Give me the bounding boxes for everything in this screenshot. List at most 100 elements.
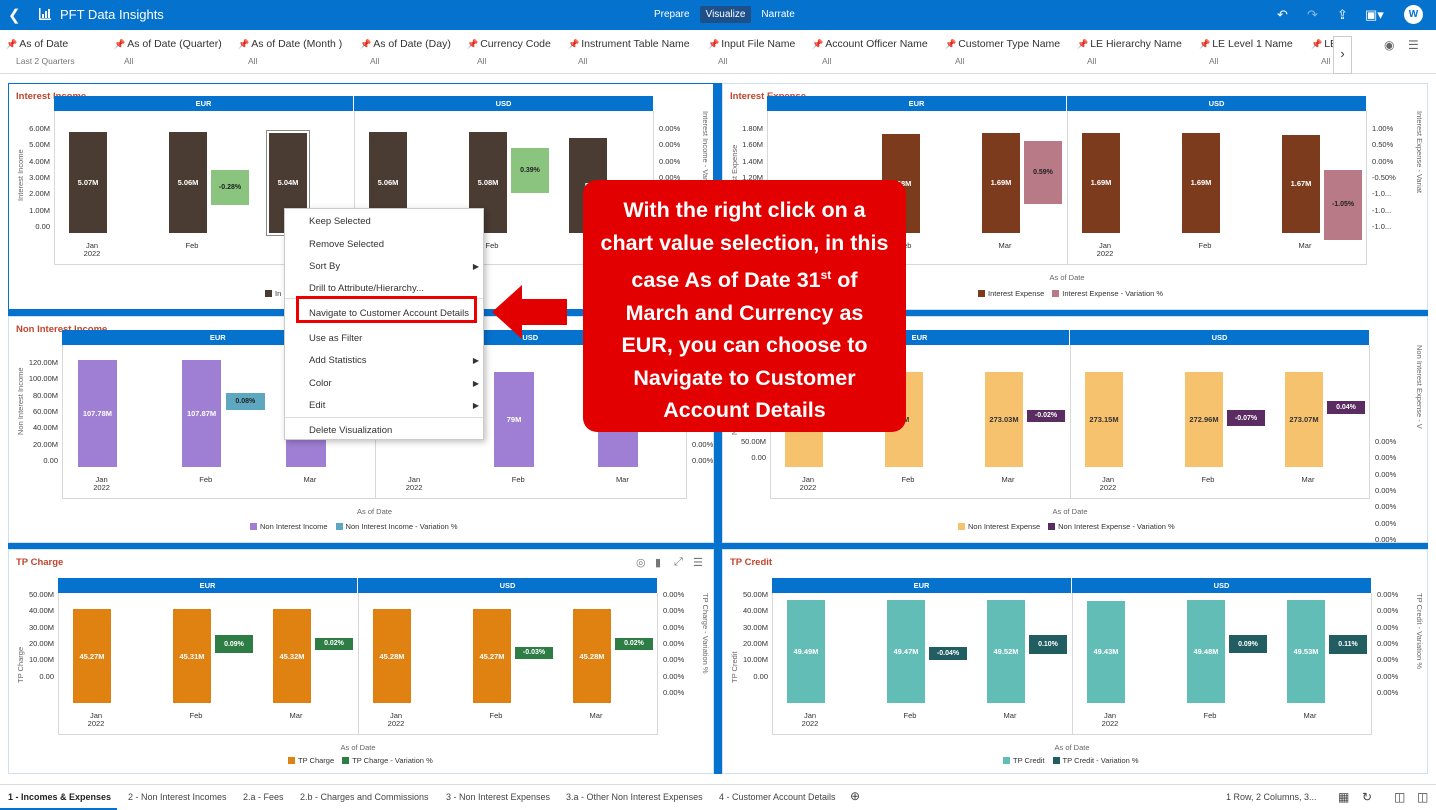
chevron-right-icon[interactable]: › — [1333, 36, 1352, 74]
filter-settings-icon[interactable]: ◉ — [1384, 38, 1395, 52]
export-icon[interactable]: ⇪ — [1337, 7, 1348, 22]
user-avatar[interactable]: W — [1404, 5, 1423, 24]
panel-icon[interactable]: ◫ — [1394, 790, 1406, 804]
x-tick-label: Jan — [1098, 241, 1112, 250]
variation-bar-tpcharge[interactable]: 0.02% — [315, 637, 353, 650]
add-tab-icon[interactable]: ⊕ — [850, 789, 861, 803]
menu-item-delete-visualization[interactable]: Delete Visualization — [309, 425, 393, 436]
bar-tpcredit[interactable]: 49.49M — [787, 600, 825, 703]
bar-tpcharge[interactable]: 45.27M — [473, 609, 511, 703]
y2-tick-label: 0.00% — [663, 638, 685, 648]
variation-bar-tpcharge[interactable]: 0.09% — [215, 635, 253, 654]
filter-0[interactable]: 📌 As of Date Last 2 Quarters — [6, 38, 75, 66]
bar-tpcharge[interactable]: 45.32M — [273, 609, 311, 703]
tab-incomes-expenses[interactable]: 1 - Incomes & Expenses — [0, 792, 118, 810]
panel-right-icon[interactable]: ◫ — [1417, 790, 1429, 804]
variation-bar-nonexpense[interactable]: -0.02% — [1027, 410, 1065, 422]
tab-fees[interactable]: 2.a - Fees — [243, 792, 284, 802]
tab-other-non-interest-expenses[interactable]: 3.a - Other Non Interest Expenses — [566, 792, 703, 802]
menu-icon[interactable]: ☰ — [1408, 38, 1419, 52]
variation-bar-tpcharge[interactable]: -0.03% — [515, 646, 553, 660]
variation-bar-tpcredit[interactable]: -0.04% — [929, 646, 967, 661]
viz-expand-icon[interactable]: ⤢ — [674, 556, 683, 568]
variation-bar-nonexpense[interactable]: -0.07% — [1227, 410, 1265, 427]
bar-tpcharge[interactable]: 45.31M — [173, 609, 211, 703]
mode-prepare[interactable]: Prepare — [654, 9, 690, 20]
bar-nonexpense[interactable]: 273.15M — [1085, 371, 1123, 467]
bar-tpcredit[interactable]: 49.47M — [887, 600, 925, 703]
menu-item-add-statistics[interactable]: Add Statistics — [309, 355, 367, 366]
variation-bar-tpcredit[interactable]: 0.11% — [1329, 634, 1367, 655]
bar-nonincome[interactable]: 107.78M — [77, 359, 118, 467]
bar-nonincome[interactable]: 79M — [494, 371, 534, 467]
x-tick-label: Jan — [408, 475, 421, 484]
filter-4[interactable]: 📌 Currency Code All — [467, 38, 551, 66]
viz-target-icon[interactable]: ◎ — [636, 557, 646, 569]
tab-non-interest-expenses[interactable]: 3 - Non Interest Expenses — [446, 792, 551, 802]
bar-nonexpense[interactable]: 272.96M — [1185, 371, 1223, 467]
filter-1[interactable]: 📌 As of Date (Quarter) All — [114, 38, 222, 66]
filter-3[interactable]: 📌 As of Date (Day) All — [360, 38, 451, 66]
filter-6[interactable]: 📌 Input File Name All — [708, 38, 795, 66]
menu-item-use-as-filter[interactable]: Use as Filter — [309, 333, 363, 344]
menu-item-navigate-customer-account[interactable]: Navigate to Customer Account Details — [309, 308, 469, 319]
bar-tpcredit[interactable]: 49.53M — [1287, 600, 1325, 703]
variation-bar-expense[interactable]: -1.05% — [1324, 169, 1362, 240]
menu-item-color[interactable]: Color — [309, 378, 332, 389]
filter-8[interactable]: 📌 Customer Type Name All — [945, 38, 1060, 66]
bar-expense[interactable]: 1.69M — [982, 132, 1020, 233]
variation-bar-income[interactable]: -0.28% — [211, 169, 249, 206]
x-tick-label: Feb — [511, 475, 525, 484]
tab-customer-account-details[interactable]: 4 - Customer Account Details — [719, 792, 836, 802]
menu-item-drill[interactable]: Drill to Attribute/Hierarchy... — [309, 283, 424, 294]
bar-tpcredit[interactable]: 49.43M — [1087, 600, 1125, 703]
pin-icon: 📌 — [467, 39, 479, 49]
menu-item-keep-selected[interactable]: Keep Selected — [309, 216, 371, 227]
bar-nonincome[interactable]: 107.87M — [181, 359, 222, 467]
tab-charges-commissions[interactable]: 2.b - Charges and Commissions — [300, 792, 429, 802]
viz-bar-chart-icon[interactable]: ▮ — [655, 557, 662, 569]
refresh-icon[interactable]: ↻ — [1362, 790, 1373, 804]
variation-bar-tpcredit[interactable]: 0.09% — [1229, 635, 1267, 654]
back-icon[interactable]: ❮ — [8, 7, 21, 24]
bar-tpcharge[interactable]: 45.28M — [573, 609, 611, 703]
bar-expense[interactable]: 1.67M — [1282, 134, 1320, 233]
legend-swatch — [1052, 757, 1060, 764]
menu-item-edit[interactable]: Edit — [309, 400, 326, 411]
undo-icon[interactable]: ↶ — [1277, 7, 1288, 22]
save-icon[interactable]: ▣▾ — [1365, 7, 1384, 22]
filter-10[interactable]: 📌 LE Level 1 Name All — [1199, 38, 1293, 66]
bar-tpcredit[interactable]: 49.48M — [1187, 600, 1225, 703]
filter-9[interactable]: 📌 LE Hierarchy Name All — [1077, 38, 1182, 66]
variation-bar-income[interactable]: 0.39% — [511, 147, 549, 193]
bar-nonexpense[interactable]: 273.07M — [1285, 371, 1323, 467]
bar-nonexpense[interactable]: 273.03M — [985, 371, 1023, 467]
mode-visualize[interactable]: Visualize — [699, 6, 752, 23]
mode-narrate[interactable]: Narrate — [761, 9, 795, 20]
bar-tpcharge[interactable]: 45.27M — [73, 609, 111, 703]
menu-item-remove-selected[interactable]: Remove Selected — [309, 239, 384, 250]
variation-bar-expense[interactable]: 0.59% — [1024, 140, 1062, 204]
grid-icon[interactable]: ▦ — [1338, 790, 1350, 804]
x-tick-year: 2022 — [83, 249, 101, 258]
menu-item-sort-by[interactable]: Sort By — [309, 261, 341, 272]
viz-menu-icon[interactable]: ☰ — [693, 557, 703, 569]
filter-label: As of Date (Quarter) — [127, 38, 222, 50]
variation-bar-nonincome[interactable]: 0.08% — [225, 393, 266, 411]
x-tick-label: Feb — [903, 711, 917, 720]
bar-tpcredit[interactable]: 49.52M — [987, 600, 1025, 703]
filter-2[interactable]: 📌 As of Date (Month ) All — [238, 38, 342, 66]
filter-5[interactable]: 📌 Instrument Table Name All — [568, 38, 690, 66]
filter-7[interactable]: 📌 Account Officer Name All — [812, 38, 928, 66]
filter-11[interactable]: 📌LE All — [1311, 38, 1333, 66]
bar-income[interactable]: 5.06M — [169, 132, 207, 233]
variation-bar-tpcredit[interactable]: 0.10% — [1029, 634, 1067, 654]
tab-non-interest-incomes[interactable]: 2 - Non Interest Incomes — [128, 792, 227, 802]
redo-icon[interactable]: ↷ — [1307, 7, 1318, 22]
variation-bar-tpcharge[interactable]: 0.02% — [615, 637, 653, 650]
bar-tpcharge[interactable]: 45.28M — [373, 609, 411, 703]
bar-expense[interactable]: 1.69M — [1182, 132, 1220, 233]
bar-income[interactable]: 5.07M — [69, 131, 107, 233]
bar-expense[interactable]: 1.69M — [1082, 132, 1120, 233]
variation-bar-nonexpense[interactable]: 0.04% — [1327, 400, 1365, 415]
